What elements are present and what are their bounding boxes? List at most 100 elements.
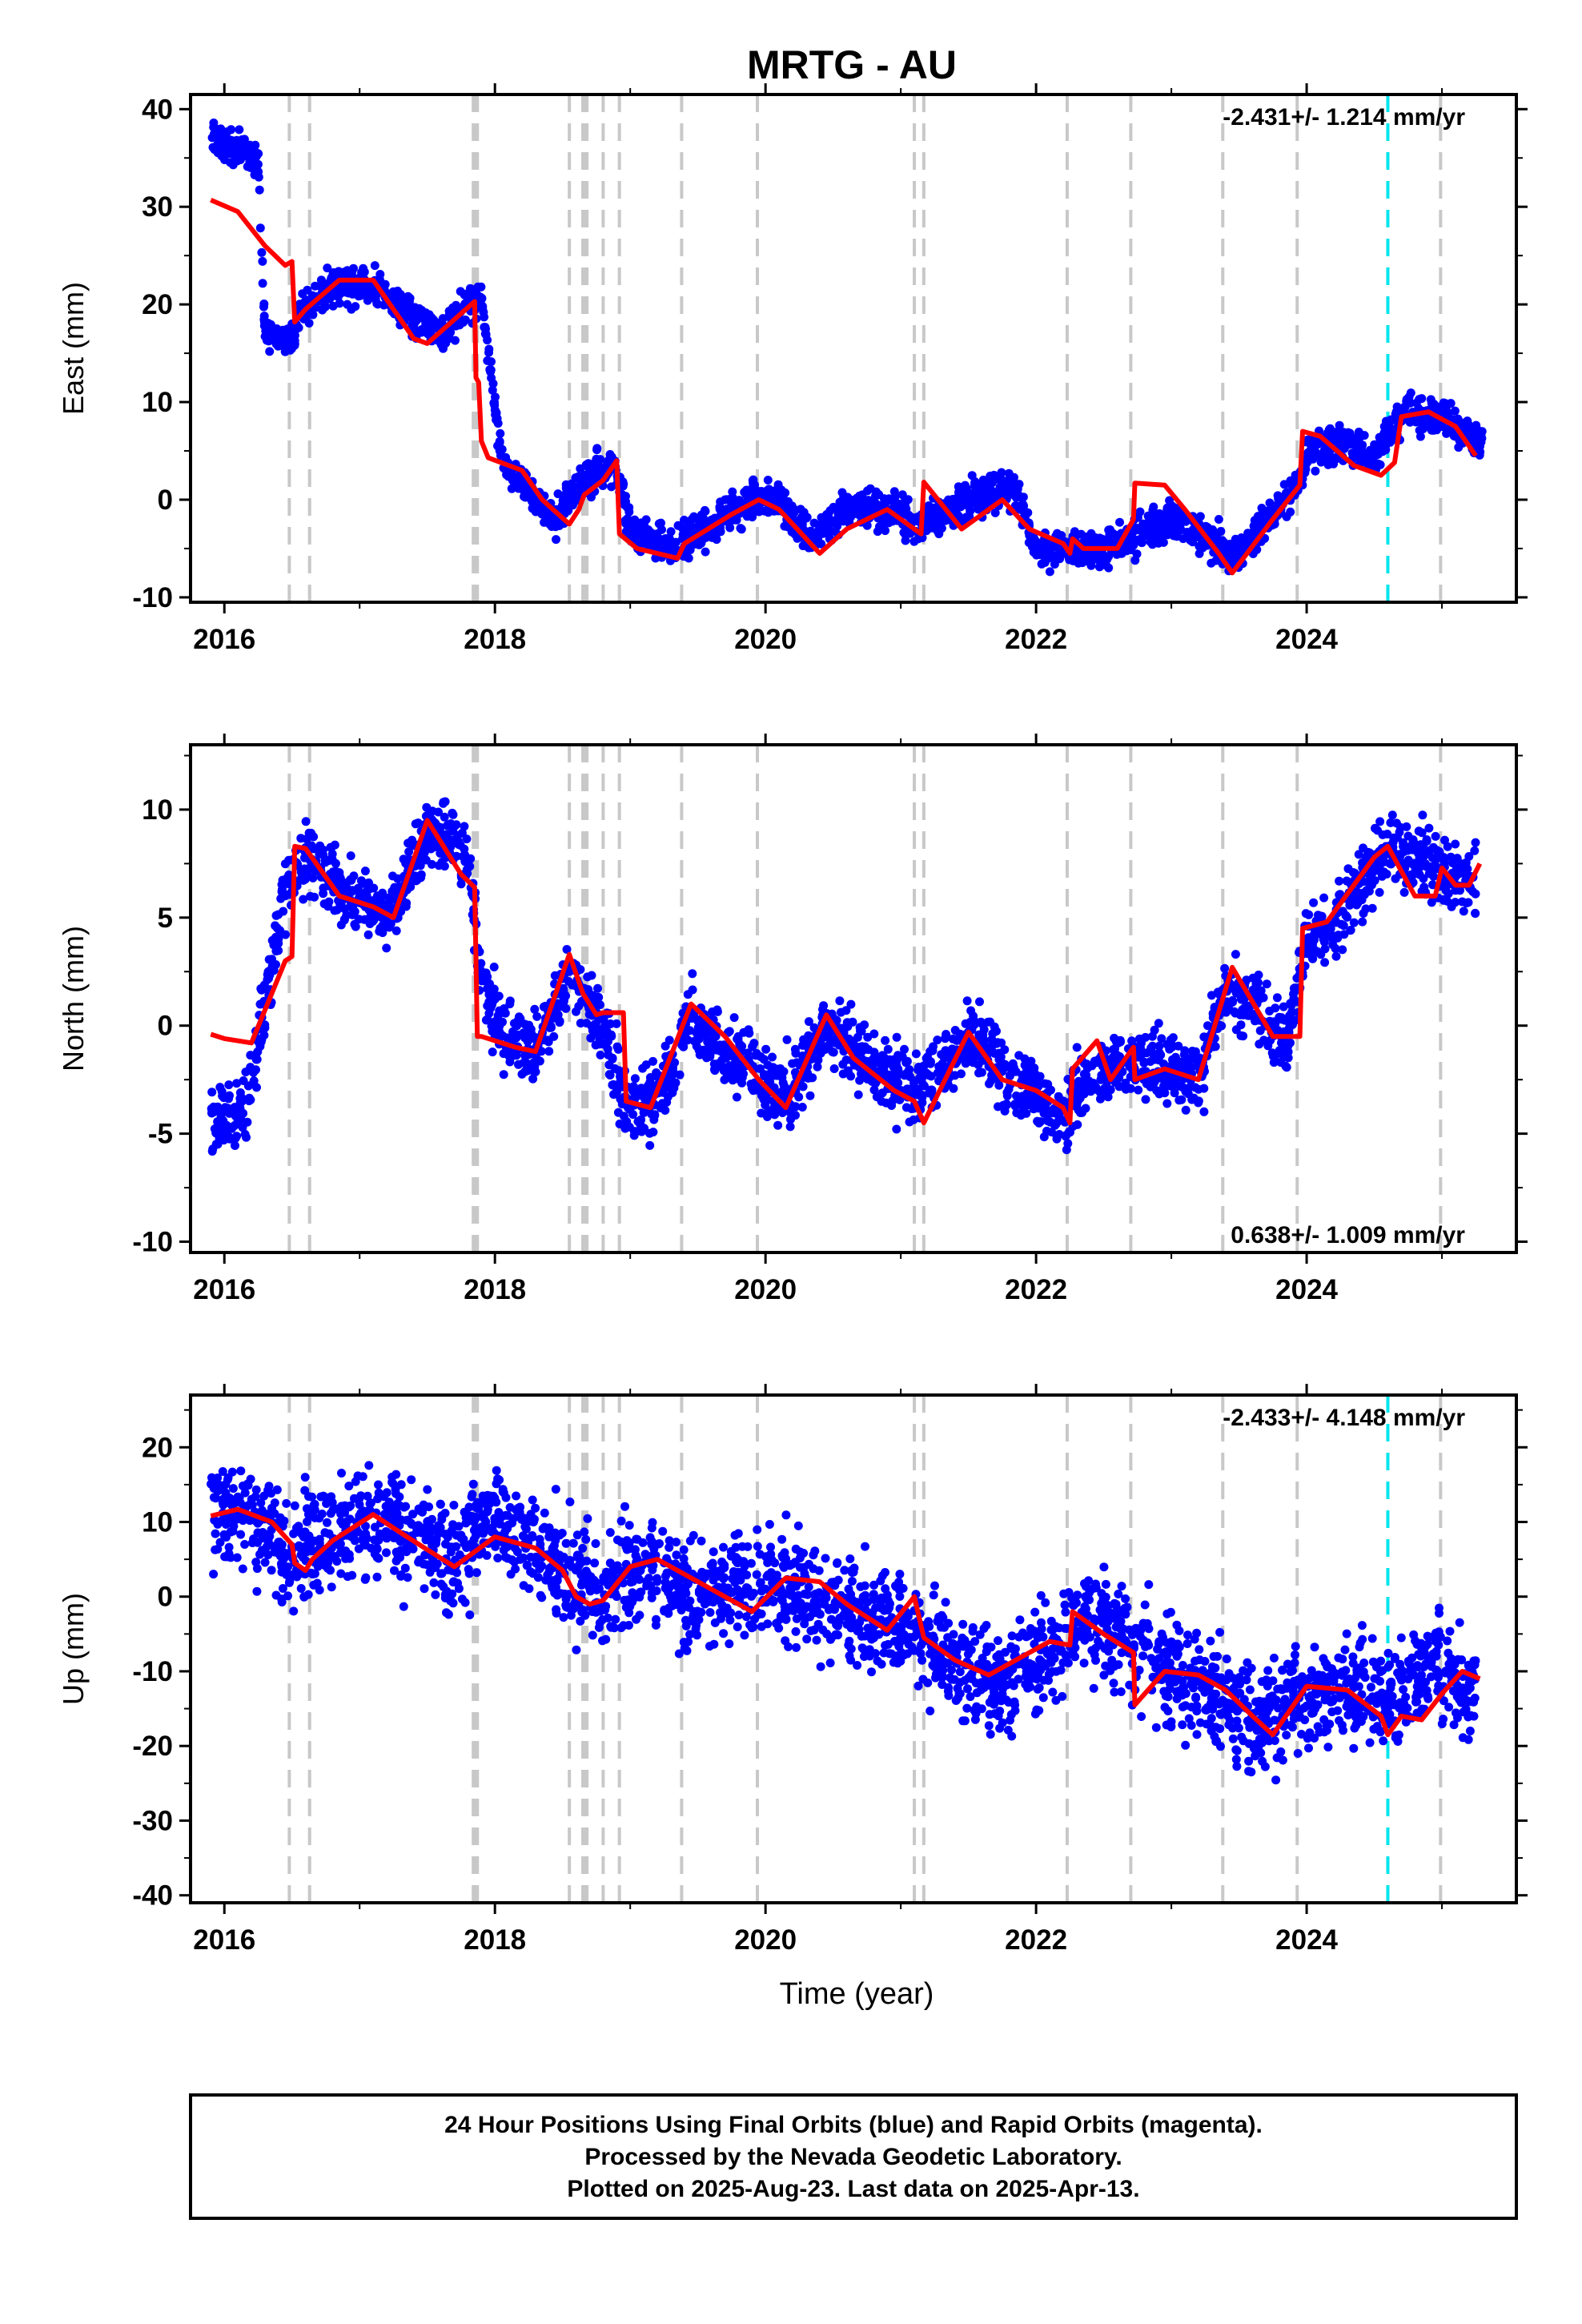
north-data-point [498,1031,507,1040]
north-data-point [224,1080,234,1090]
north-data-point [869,1085,879,1095]
north-data-point [1267,1048,1277,1058]
north-data-point [790,1044,800,1054]
east-data-point [345,281,355,291]
north-data-point [974,1068,983,1078]
east-data-point [793,533,802,543]
north-data-point [1220,963,1230,973]
north-data-point [1194,1096,1203,1106]
north-data-point [872,1092,881,1102]
east-data-point [931,514,941,524]
north-data-point [416,858,426,867]
east-data-point [926,520,935,529]
north-data-point [824,1031,833,1041]
north-data-point [725,1027,734,1036]
east-data-point [251,140,260,150]
east-data-point [265,347,275,356]
east-data-point [797,513,807,522]
north-data-point [705,1050,715,1059]
east-data-point [258,279,267,288]
north-data-point [457,828,467,838]
north-data-point [427,859,436,869]
north-data-point [1062,1145,1071,1155]
north-data-point [613,1044,623,1054]
north-data-point [791,1102,801,1112]
north-data-point [729,1066,739,1075]
north-data-point [737,1078,747,1088]
east-data-point [1437,422,1447,432]
east-data-point [620,499,630,509]
north-data-point [587,1022,596,1031]
north-data-point [408,835,417,845]
north-data-point [604,1036,612,1046]
north-data-point [434,807,443,817]
east-data-point [848,502,857,512]
east-data-point [1115,517,1124,527]
east-data-point [497,444,507,454]
north-data-point [692,1041,701,1051]
east-data-point [1006,487,1015,497]
east-data-point [553,489,563,499]
east-data-point [427,313,436,323]
north-data-point [1244,1003,1254,1013]
north-data-point [929,1042,938,1051]
north-data-point [1195,1053,1204,1063]
north-data-point [893,1094,902,1104]
east-data-point [1004,468,1014,478]
north-data-point [768,1063,777,1072]
north-data-point [443,821,452,830]
east-data-point [228,144,238,154]
north-data-point [508,1031,518,1041]
north-data-point [299,895,308,904]
east-data-point [970,478,979,488]
east-data-point [983,479,993,489]
east-data-point [552,535,560,545]
north-data-point [648,1056,657,1066]
east-data-point [961,480,970,490]
east-data-point [1211,556,1221,565]
east-data-point [421,308,431,318]
north-data-point [1254,971,1263,979]
north-data-point [377,913,387,923]
north-data-point [869,1059,878,1068]
east-data-point [607,453,616,463]
north-data-point [243,1117,252,1127]
north-data-point [399,854,408,864]
east-data-point [441,339,451,348]
north-data-point [1141,1095,1150,1104]
east-data-point [681,550,690,559]
east-data-point [701,506,710,516]
north-data-point [562,945,572,954]
north-data-point [884,1059,893,1068]
east-data-point [1176,525,1186,535]
east-data-point [222,133,231,143]
north-data-point [902,1084,912,1094]
east-data-point [748,513,757,522]
north-data-point [1127,1036,1137,1046]
north-data-point [1146,1082,1155,1092]
east-data-point [1431,404,1440,414]
north-data-point [957,1069,966,1079]
north-data-point [445,835,455,845]
east-data-point [866,499,876,509]
north-data-point [785,1122,795,1132]
north-data-point [782,1035,792,1044]
north-data-point [609,1090,618,1100]
north-data-point [682,1035,692,1045]
east-x-tick-label: 2018 [464,624,526,655]
east-data-point [900,503,909,513]
east-data-point [294,323,303,332]
east-data-point [999,484,1009,493]
north-data-point [661,1041,670,1051]
north-data-point [342,911,351,920]
north-data-point [643,1090,652,1100]
north-data-point [1072,1043,1082,1052]
north-data-point [1181,1105,1191,1115]
north-data-point [281,930,291,939]
east-data-point [1070,527,1079,537]
east-data-point [1311,466,1320,476]
north-data-point [1121,1084,1130,1094]
east-data-point [370,292,379,301]
north-data-point [372,891,382,901]
north-data-point [641,1060,651,1070]
